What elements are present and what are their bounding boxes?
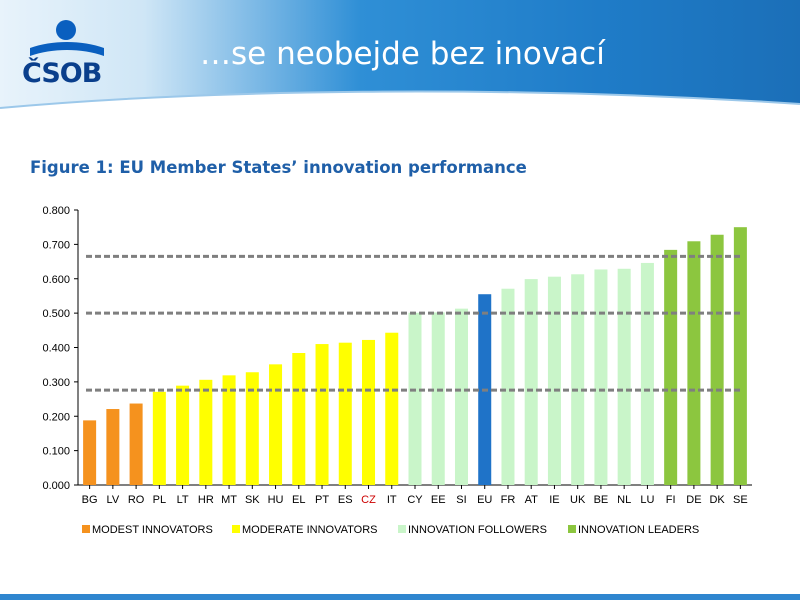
x-tick-label: NL [617,494,631,506]
y-tick-label: 0.600 [42,274,70,286]
x-tick-label: DK [709,494,725,506]
x-tick-label: FI [666,494,676,506]
bar-hr [199,379,213,485]
y-tick-label: 0.300 [42,377,70,389]
y-tick-label: 0.500 [42,308,70,320]
bar-dk [710,234,724,485]
x-tick-label: SE [733,494,748,506]
x-tick-label: EE [431,494,446,506]
bar-nl [617,268,631,485]
x-tick-label: AT [525,494,539,506]
x-tick-label: PT [315,494,329,506]
x-tick-label: IE [549,494,559,506]
x-tick-label: EL [292,494,305,506]
y-tick-label: 0.400 [42,343,70,355]
x-tick-label: CY [407,494,423,506]
x-tick-label: LU [640,494,654,506]
bar-ie [547,276,561,485]
bar-ee [431,312,445,485]
x-tick-label: IT [387,494,397,506]
bar-be [594,269,608,485]
csob-logo-icon [30,20,104,56]
x-tick-label: ES [338,494,353,506]
innovation-performance-chart: 0.000 0.100 0.200 0.300 0.400 0.500 0.600 0.700… [42,205,752,536]
legend-swatch-followers [398,525,406,533]
bar-fi [664,249,678,485]
y-tick-label: 0.700 [42,239,70,251]
slide-title: …se neobejde bez inovací [200,36,605,72]
x-tick-label: UK [570,494,586,506]
bar-lv [106,409,120,485]
x-tick-label: SI [456,494,466,506]
bar-fr [501,288,515,485]
bar-it [385,332,399,485]
bar-hu [269,364,283,485]
bar-pt [315,344,329,485]
bar-ro [129,403,143,485]
header-wave-decoration [0,90,800,116]
x-tick-label: PL [153,494,166,506]
bar-es [338,342,352,485]
bar-pl [152,391,166,485]
x-tick-label: SK [245,494,260,506]
bar-se [733,227,747,485]
x-tick-label: MT [221,494,237,506]
bar-at [524,279,538,485]
footer-line [0,594,800,600]
x-tick-label: BG [82,494,98,506]
x-tick-label: RO [128,494,145,506]
legend-label-followers: INNOVATION FOLLOWERS [408,524,547,536]
legend-swatch-leaders [568,525,576,533]
bar-uk [571,274,585,485]
x-tick-label: HU [268,494,284,506]
bar-lu [640,262,654,485]
bar-sk [245,372,259,485]
bar-lt [176,385,190,485]
x-tick-label: BE [594,494,609,506]
slide-header [0,0,800,116]
bar-cy [408,312,422,485]
bar-cz [362,339,376,485]
y-tick-label: 0.800 [42,205,70,217]
x-tick-label: HR [198,494,214,506]
x-tick-label: LT [177,494,189,506]
legend-label-moderate: MODERATE INNOVATORS [242,524,377,536]
y-tick-label: 0.100 [42,446,70,458]
legend-label-modest: MODEST INNOVATORS [92,524,213,536]
legend-label-leaders: INNOVATION LEADERS [578,524,699,536]
legend-swatch-moderate [232,525,240,533]
bar-de [687,241,701,485]
figure-title: Figure 1: EU Member States’ innovation p… [30,158,527,177]
x-tick-label: DE [686,494,701,506]
y-tick-label: 0.000 [42,480,70,492]
x-tick-label: EU [477,494,492,506]
y-tick-label: 0.200 [42,411,70,423]
bar-mt [222,375,236,485]
x-tick-label: LV [107,494,120,506]
legend-swatch-modest [82,525,90,533]
x-tick-label: FR [501,494,516,506]
bar-el [292,353,306,485]
x-tick-label: CZ [361,494,376,506]
bar-si [454,308,468,485]
logo-text: ČSOB [22,58,102,89]
bar-bg [83,420,97,485]
